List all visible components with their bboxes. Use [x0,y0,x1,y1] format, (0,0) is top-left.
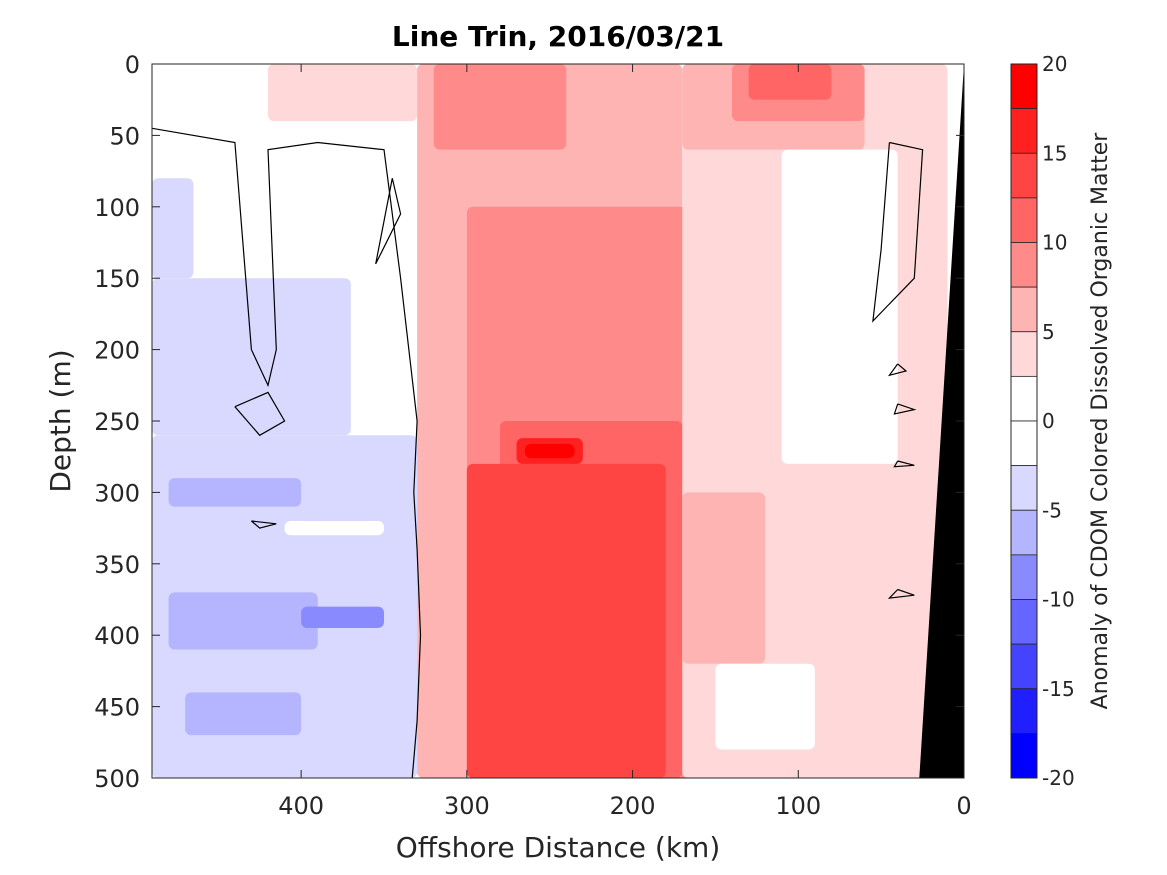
colorbar-level-11 [1010,554,1038,600]
colorbar-tick-label: -10 [1042,588,1075,612]
anomaly-region-10 [516,492,633,636]
colorbar-ticks: 20 15 10 5 0 -5 -10 -15 -20 [1042,52,1075,790]
colorbar-tick-label: 15 [1042,141,1067,165]
anomaly-region-4 [268,64,418,122]
colorbar-level-7 [1010,375,1038,422]
colorbar-frame [1010,63,1038,779]
bathymetry [919,64,964,778]
x-tick-label: 400 [278,792,324,820]
anomaly-region-12 [524,443,575,459]
zero-contour-2 [234,391,286,437]
colorbar-tick-label: -5 [1042,498,1062,522]
colorbar-label: Anomaly of CDOM Colored Dissolved Organi… [1088,132,1113,710]
y-tick-label: 400 [94,622,140,650]
colorbar-level-8 [1010,420,1038,467]
colorbar-level-12 [1010,599,1038,645]
colorbar-level-15 [1010,732,1038,779]
x-tick-label: 300 [444,792,490,820]
anomaly-region-22 [168,478,302,507]
y-tick-label: 50 [109,122,140,150]
colorbar-level-13 [1010,643,1038,690]
colorbar-level-10 [1010,509,1038,556]
x-tick-label: 100 [775,792,821,820]
anomaly-region-19 [715,663,815,750]
zero-contour-4 [887,363,908,377]
zero-contour-7 [887,588,915,599]
y-tick-label: 150 [94,265,140,293]
anomaly-region-23 [185,692,302,736]
colorbar-tick-label: 20 [1042,52,1067,76]
zero-contour-3 [872,141,924,323]
colorbar [1010,63,1038,779]
colorbar-level-9 [1010,465,1038,511]
colorbar-tick-label: 10 [1042,231,1067,255]
colorbar-tick-label: -15 [1042,677,1075,701]
zero-contour-0 [152,127,422,778]
anomaly-region-16 [748,64,832,100]
anomaly-region-20 [168,592,318,650]
y-tick-label: 450 [94,694,140,722]
zero-contour-5 [893,403,917,415]
colorbar-level-3 [1010,197,1038,243]
y-tick-label: 0 [125,51,140,79]
y-tick-label: 250 [94,408,140,436]
colorbar-tick-label: 0 [1042,409,1055,433]
colorbar-level-5 [1010,286,1038,333]
colorbar-level-4 [1010,242,1038,288]
x-axis-ticks: 400 300 200 100 0 [278,64,972,820]
y-tick-label: 500 [94,765,140,793]
anomaly-field [152,64,948,778]
plot-area [152,64,964,778]
y-tick-label: 300 [94,479,140,507]
zero-contour-6 [893,460,915,468]
anomaly-region-21 [301,606,384,629]
anomaly-region-17 [781,149,898,464]
colorbar-level-14 [1010,688,1038,734]
anomaly-region-6 [433,64,567,150]
x-tick-label: 200 [610,792,656,820]
y-tick-label: 200 [94,337,140,365]
colorbar-tick-label: 5 [1042,320,1055,344]
anomaly-region-3 [152,178,194,279]
colorbar-tick-label: -20 [1042,766,1075,790]
y-axis-ticks: 0 50 100 150 200 250 300 350 400 450 500 [94,51,964,793]
anomaly-region-18 [682,492,766,664]
y-tick-label: 350 [94,551,140,579]
y-tick-label: 100 [94,194,140,222]
anomaly-region-2 [152,278,351,436]
zero-contour-1 [375,178,402,265]
seafloor-bathymetry [919,64,964,778]
x-axis-label: Offshore Distance (km) [396,831,721,864]
colorbar-level-2 [1010,152,1038,199]
zero-contours [152,127,924,778]
anomaly-region-24 [284,520,384,536]
colorbar-level-1 [1010,108,1038,154]
colorbar-level-0 [1010,63,1038,110]
colorbar-level-6 [1010,331,1038,377]
chart-title: Line Trin, 2016/03/21 [392,20,724,53]
x-tick-label: 0 [956,792,971,820]
zero-contour-8 [251,520,277,529]
y-axis-label: Depth (m) [44,349,77,492]
